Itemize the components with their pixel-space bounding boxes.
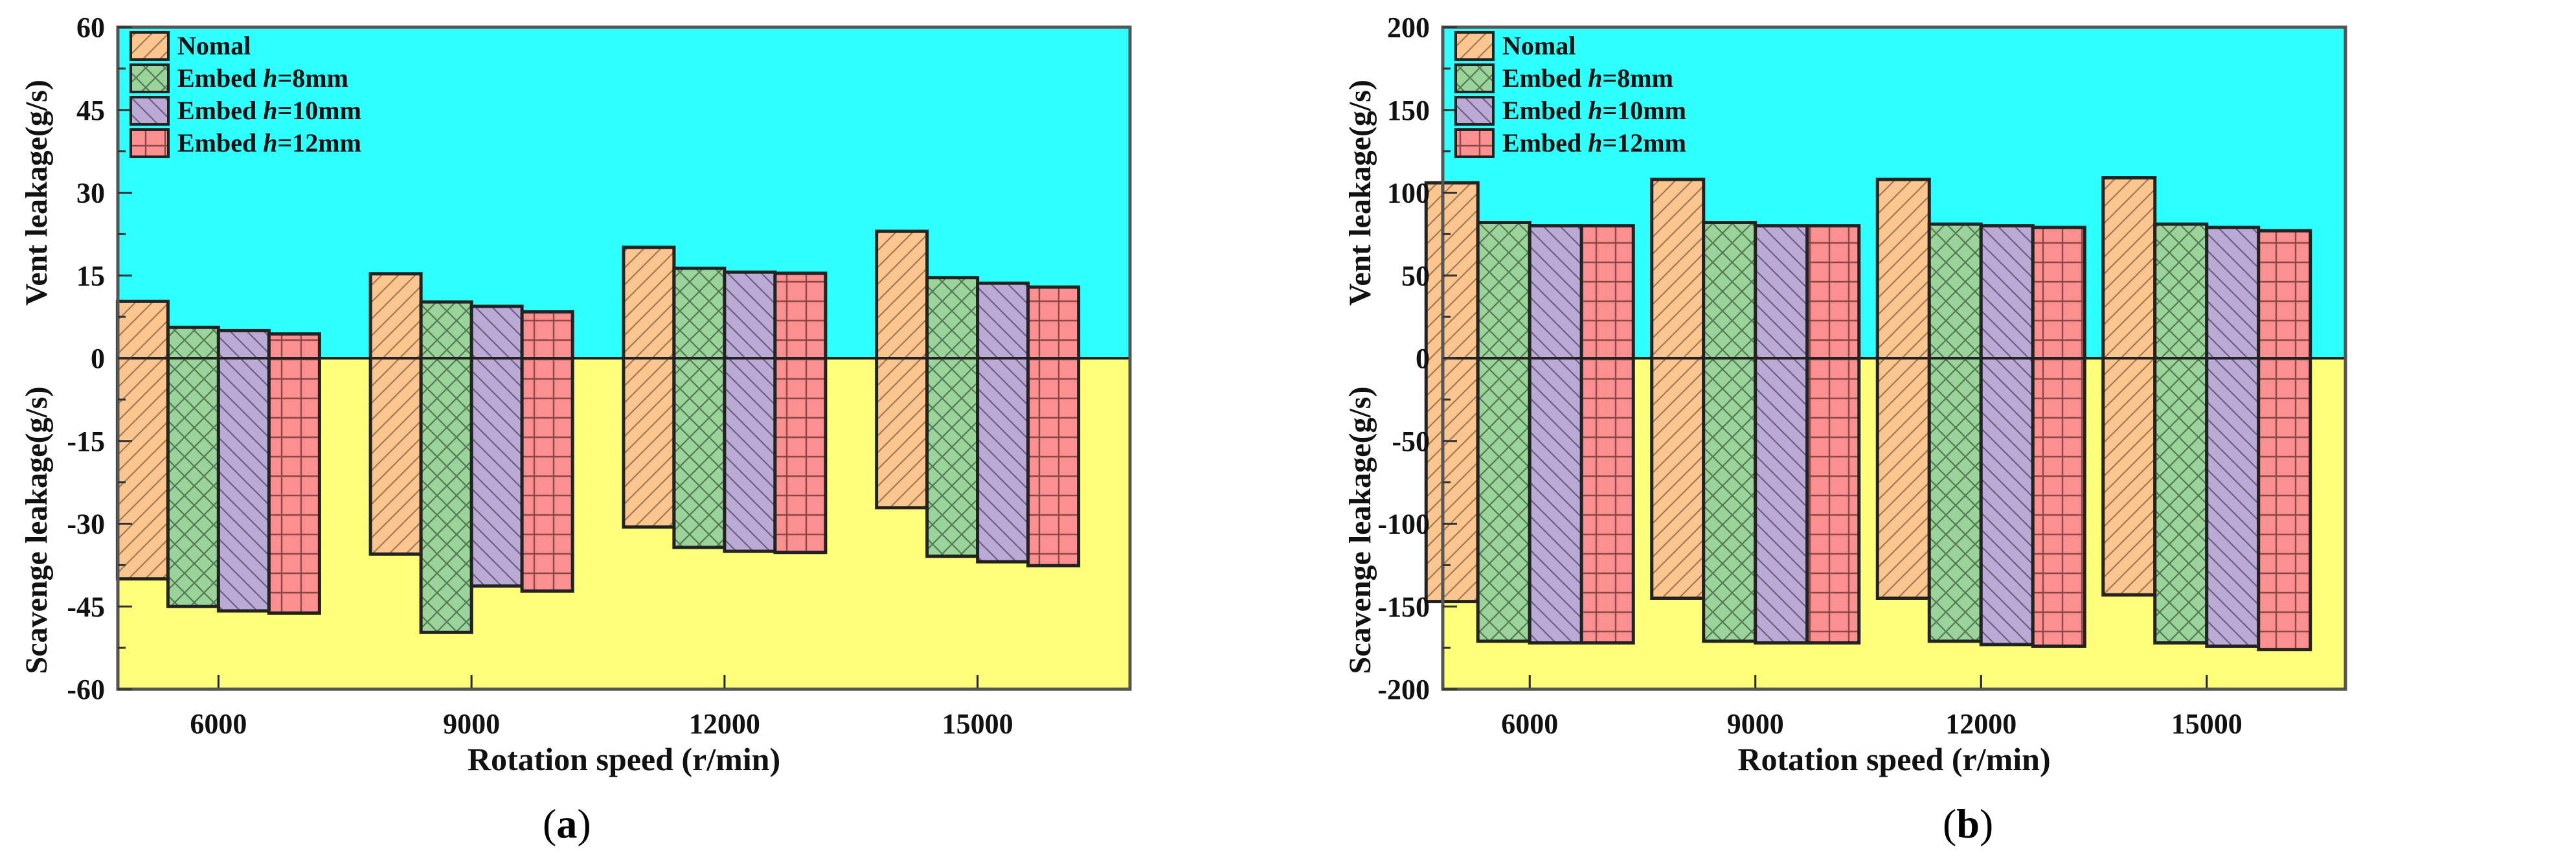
bar-15000-series-1 [2153, 222, 2209, 645]
chart-panel-a: 6000 9000 12000 15000 60 45 30 15 0 -15 -30 -45 -60 R… [0, 0, 1166, 797]
y-tick-label: 150 [1387, 95, 1430, 126]
y-tick-label: 50 [1401, 260, 1430, 291]
x-tick-label: 9000 [443, 708, 500, 740]
bar-12000-series-3 [773, 271, 828, 554]
y-axis-label-vent: Vent leakage(g/s) [19, 80, 54, 306]
y-tick-label: 0 [1416, 343, 1430, 374]
y-tick-label: -45 [67, 591, 105, 623]
bar-15000-series-1 [925, 276, 980, 558]
legend-label-2: Embed h=10mm [177, 96, 361, 125]
bar-15000-series-2 [2205, 225, 2261, 648]
legend: Nomal Embed h=8mm Embed h=10mm Embed h=12mm [130, 31, 361, 158]
bar-9000-series-2 [469, 304, 524, 588]
x-tick-label: 15000 [2171, 708, 2243, 740]
y-axis-label-vent: Vent leakage(g/s) [1343, 80, 1377, 306]
bar-6000-series-0 [1424, 181, 1480, 604]
bar-6000-series-3 [267, 332, 321, 615]
bar-6000-series-2 [1528, 224, 1583, 645]
bar-9000-series-1 [1702, 220, 1757, 643]
legend-swatch-0 [1454, 31, 1495, 61]
y-tick-label: 0 [91, 343, 105, 374]
legend-swatch-3 [130, 128, 170, 158]
bar-12000-series-0 [622, 246, 676, 529]
caption-b: (b) [1943, 801, 1994, 847]
legend-swatch-1 [1454, 63, 1495, 93]
bar-9000-series-0 [1650, 177, 1706, 600]
caption-b-letter: b [1956, 801, 1980, 847]
bar-12000-series-2 [723, 270, 777, 553]
legend: Nomal Embed h=8mm Embed h=10mm Embed h=12mm [1454, 31, 1686, 158]
x-axis-label: Rotation speed (r/min) [1737, 741, 2050, 777]
bar-15000-series-0 [2101, 176, 2157, 597]
bar-6000-series-2 [216, 328, 271, 613]
x-axis-label: Rotation speed (r/min) [468, 741, 780, 777]
chart-panel-b: 6000 9000 12000 15000 200 150 100 50 0 -50 -100 -15… [1334, 0, 2576, 797]
bar-12000-series-0 [1875, 177, 1931, 600]
bar-12000-series-2 [1979, 224, 2035, 646]
legend-label-0: Nomal [1502, 31, 1576, 60]
legend-swatch-1 [130, 63, 170, 93]
y-tick-label: -150 [1377, 591, 1430, 623]
bar-6000-series-3 [1579, 224, 1635, 645]
chart-b-svg: 6000 9000 12000 15000 200 150 100 50 0 -50 -100 -15… [1343, 12, 2347, 777]
y-tick-label: -200 [1377, 674, 1430, 705]
legend-label-0: Nomal [177, 31, 251, 60]
y-tick-label: 200 [1387, 12, 1430, 43]
bar-9000-series-0 [368, 272, 423, 556]
legend-label-2: Embed h=10mm [1502, 96, 1686, 125]
y-tick-label: 15 [76, 260, 105, 291]
chart-a-svg: 6000 9000 12000 15000 60 45 30 15 0 -15 -30 -45 -60 R… [19, 12, 1132, 777]
bar-6000-series-1 [166, 325, 220, 608]
y-tick-label: -100 [1377, 508, 1430, 540]
legend-swatch-2 [1454, 96, 1495, 126]
bar-9000-series-3 [520, 310, 574, 593]
legend-label-3: Embed h=12mm [1502, 128, 1686, 157]
y-tick-label: 45 [76, 95, 105, 126]
bar-12000-series-1 [672, 266, 727, 549]
x-tick-label: 15000 [942, 708, 1013, 740]
x-tick-label: 6000 [190, 708, 247, 740]
bar-12000-series-1 [1927, 222, 1983, 643]
y-tick-label: -30 [67, 508, 105, 540]
y-tick-label: 100 [1387, 177, 1430, 209]
bar-9000-series-3 [1805, 224, 1861, 645]
bar-15000-series-2 [976, 281, 1030, 564]
x-tick-label: 12000 [1945, 708, 2017, 740]
x-tick-label: 12000 [689, 708, 760, 740]
y-tick-label: 30 [76, 177, 105, 209]
bar-15000-series-3 [1026, 285, 1081, 567]
bar-9000-series-2 [1754, 224, 1809, 645]
legend-swatch-0 [130, 31, 170, 61]
legend-label-1: Embed h=8mm [1502, 63, 1673, 93]
caption-a: (a) [543, 801, 591, 847]
bar-15000-series-0 [875, 229, 929, 510]
legend-swatch-2 [130, 96, 170, 126]
y-tick-label: -60 [67, 674, 105, 705]
y-tick-label: -15 [67, 426, 105, 457]
y-axis-label-scavenge: Scavenge leakage(g/s) [19, 387, 54, 674]
bar-6000-series-1 [1476, 220, 1531, 643]
y-tick-label: 60 [76, 12, 105, 43]
x-tick-label: 9000 [1727, 708, 1784, 740]
y-axis-label-scavenge: Scavenge leakage(g/s) [1343, 387, 1377, 674]
y-tick-label: -50 [1392, 426, 1430, 457]
bar-15000-series-3 [2257, 229, 2312, 652]
bar-9000-series-1 [419, 300, 473, 634]
legend-swatch-3 [1454, 128, 1495, 158]
legend-label-3: Embed h=12mm [177, 128, 361, 157]
legend-label-1: Embed h=8mm [177, 63, 348, 93]
bar-12000-series-3 [2031, 225, 2086, 648]
x-tick-label: 6000 [1501, 708, 1558, 740]
caption-a-letter: a [556, 801, 578, 847]
